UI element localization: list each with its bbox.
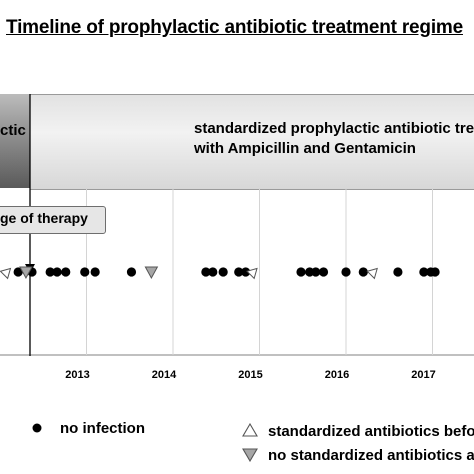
point-no-infection	[13, 267, 23, 277]
chart-title: Timeline of prophylactic antibiotic trea…	[6, 17, 463, 38]
legend-no-standardized: no standardized antibiotics a	[268, 447, 474, 464]
legend-standardized-before: standardized antibiotics befo	[268, 423, 474, 440]
point-no-infection	[208, 267, 218, 277]
point-no-standardized	[19, 266, 33, 280]
point-no-infection	[318, 267, 329, 277]
x-tick-label-2014: 2014	[152, 369, 177, 381]
legend-circle-icon	[32, 423, 42, 433]
point-no-infection	[393, 267, 403, 277]
point-standardized-before	[366, 267, 378, 280]
change-of-therapy-callout	[0, 206, 106, 234]
data-points	[0, 266, 440, 280]
point-standardized-before	[246, 267, 258, 280]
pre-standard-period-label: ctic	[0, 122, 26, 139]
x-tick-label-2013: 2013	[65, 369, 89, 381]
x-tick-labels: 2013 2014 2015 2016 2017	[65, 369, 435, 381]
point-no-infection	[311, 267, 321, 277]
point-no-infection	[218, 267, 228, 277]
x-tick-label-2017: 2017	[411, 369, 435, 381]
point-no-infection	[61, 267, 71, 277]
standard-period-label-line1: standardized prophylactic antibiotic tre	[194, 120, 474, 137]
point-no-infection	[126, 267, 137, 277]
x-tick-label-2015: 2015	[238, 369, 262, 381]
standard-period-band	[30, 94, 474, 190]
pre-standard-period-band	[0, 94, 30, 188]
standard-period-label-line2: with Ampicillin and Gentamicin	[194, 140, 416, 157]
point-no-infection	[52, 267, 62, 277]
year-gridlines	[86, 188, 433, 355]
x-tick-label-2016: 2016	[325, 369, 349, 381]
legend-triangle-up-icon	[242, 423, 258, 437]
point-standardized-before	[0, 267, 12, 280]
point-no-infection	[80, 267, 90, 277]
legend-triangle-down-icon	[242, 448, 258, 462]
point-no-infection	[241, 267, 251, 277]
point-no-infection	[90, 267, 100, 277]
point-no-infection	[358, 267, 368, 277]
point-no-infection	[296, 267, 306, 277]
legend-no-infection: no infection	[60, 420, 145, 437]
point-no-infection	[201, 267, 211, 277]
point-no-infection	[341, 267, 351, 277]
change-of-therapy-label: ge of therapy	[0, 210, 88, 226]
standard-period-label: standardized prophylactic antibiotic tre…	[194, 119, 474, 159]
point-no-standardized	[144, 266, 159, 280]
point-no-infection	[45, 267, 55, 277]
point-no-infection	[234, 267, 244, 277]
point-no-infection	[419, 267, 429, 277]
point-no-infection	[430, 267, 440, 277]
